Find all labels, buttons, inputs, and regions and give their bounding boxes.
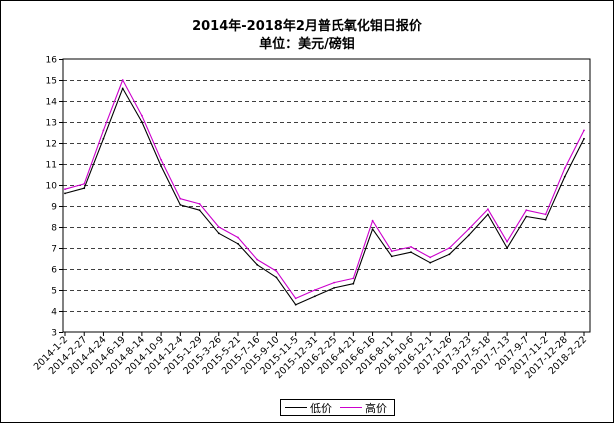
data-point	[467, 234, 470, 237]
data-point	[410, 246, 412, 248]
y-tick-label: 12	[46, 140, 57, 150]
data-point	[390, 250, 393, 253]
data-point	[352, 282, 355, 285]
data-point	[506, 247, 508, 249]
data-point	[83, 187, 86, 190]
data-point	[160, 165, 163, 168]
data-point	[198, 209, 201, 212]
y-tick-label: 10	[46, 182, 58, 192]
data-point	[160, 158, 163, 161]
data-point	[275, 276, 278, 279]
legend: 低价 高价	[280, 399, 395, 416]
y-tick-label: 3	[51, 329, 57, 339]
y-tick-label: 7	[51, 245, 57, 255]
y-tick-label: 4	[51, 308, 57, 318]
legend-swatch-low	[285, 407, 307, 408]
data-point	[448, 247, 451, 249]
data-point	[525, 209, 528, 212]
y-tick-label: 11	[46, 161, 57, 171]
data-point	[64, 192, 66, 195]
data-point	[314, 289, 316, 291]
chart-title: 2014年-2018年2月普氏氧化钼日报价	[192, 19, 422, 34]
y-tick-label: 5	[51, 287, 57, 297]
data-point	[237, 242, 239, 245]
data-point	[390, 255, 393, 258]
legend-label-low: 低价	[310, 402, 332, 415]
data-point	[487, 208, 489, 211]
data-point	[102, 137, 105, 140]
legend-swatch-high	[340, 407, 362, 408]
data-point	[237, 236, 239, 239]
data-point	[102, 129, 105, 132]
data-point	[544, 213, 547, 216]
data-point	[179, 204, 182, 206]
data-point	[217, 232, 220, 235]
axes	[59, 58, 591, 336]
y-tick-label: 13	[46, 119, 57, 129]
data-point	[563, 175, 566, 178]
y-tick-labels: 3 4 5 6 7 8 9 10 11 12 13 14 15 16	[46, 56, 58, 339]
series-line-low	[64, 87, 585, 306]
y-tick-label: 16	[46, 56, 58, 66]
data-point	[121, 87, 124, 90]
data-point	[525, 215, 528, 218]
data-point	[217, 226, 220, 228]
data-point	[583, 137, 585, 140]
data-point	[333, 281, 335, 284]
legend-label-high: 高价	[365, 402, 387, 415]
data-point	[410, 251, 412, 254]
y-tick-label: 6	[51, 266, 57, 276]
data-point	[179, 197, 182, 200]
data-point	[333, 287, 335, 289]
data-point	[275, 270, 278, 272]
data-point	[314, 295, 316, 298]
chart-subtitle: 单位：美元/磅钼	[259, 37, 355, 52]
data-point	[544, 218, 547, 221]
data-point	[583, 129, 585, 132]
data-point	[429, 261, 432, 264]
series-lines	[64, 79, 585, 306]
plot-area-border	[62, 58, 591, 333]
data-point	[141, 114, 143, 117]
data-point	[121, 79, 124, 81]
data-point	[256, 263, 259, 266]
data-point	[487, 213, 489, 216]
data-point	[448, 253, 451, 256]
data-point	[294, 303, 297, 306]
data-point	[506, 240, 508, 243]
data-point	[371, 228, 374, 231]
data-point	[371, 219, 374, 222]
data-point	[294, 297, 297, 300]
series-line-high	[64, 79, 585, 299]
data-point	[64, 188, 66, 191]
data-point	[198, 203, 201, 205]
y-tick-label: 8	[51, 224, 57, 234]
data-point	[83, 183, 86, 185]
x-tick-labels: 2014-1-22014-2-272014-4-242014-6-192014-…	[32, 334, 589, 381]
y-tick-label: 9	[51, 203, 57, 213]
data-point	[141, 121, 143, 123]
data-point	[429, 256, 432, 259]
grid-lines	[63, 80, 590, 312]
data-point	[563, 167, 566, 170]
y-tick-label: 14	[46, 98, 58, 108]
data-point	[352, 277, 355, 280]
data-point	[256, 258, 259, 261]
data-point	[467, 228, 470, 231]
y-tick-label: 15	[46, 77, 57, 87]
